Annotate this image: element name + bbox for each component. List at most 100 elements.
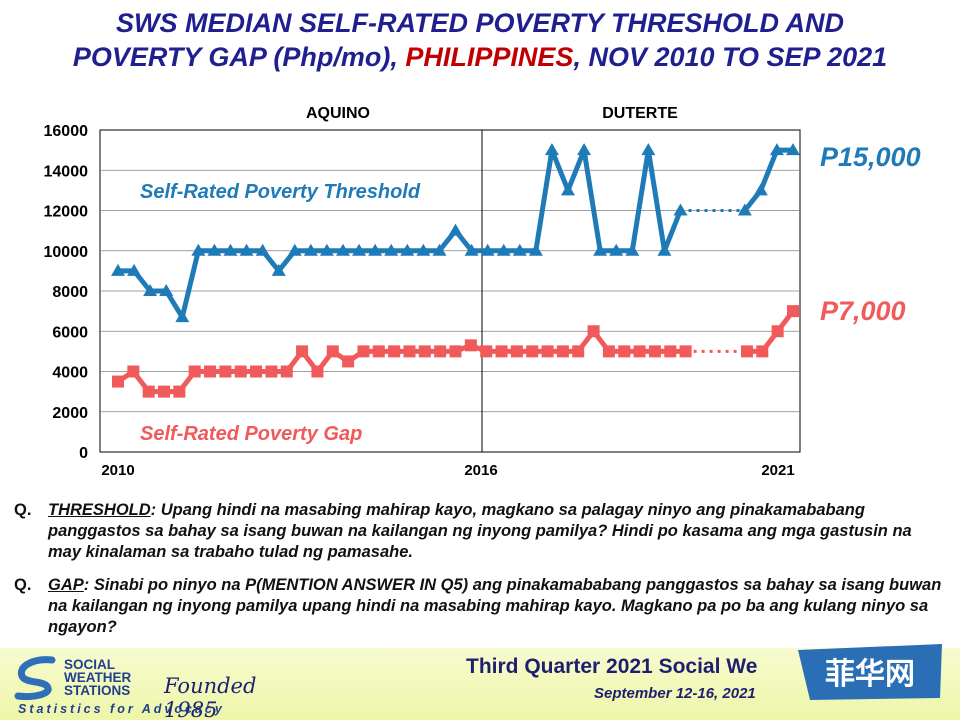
- founded-text: Founded 1985: [164, 674, 257, 722]
- y-tick-label: 10000: [44, 244, 89, 261]
- gap-point: [280, 365, 293, 378]
- gap-point: [311, 365, 324, 378]
- threshold-point: [223, 243, 238, 256]
- gap-point: [648, 345, 661, 358]
- threshold-point: [111, 263, 125, 276]
- org-line-3: STATIONS: [64, 683, 131, 698]
- footer-bar: SOCIAL WEATHER STATIONS Founded 1985 Sta…: [0, 648, 960, 722]
- threshold-line: [742, 147, 793, 213]
- gap-point: [633, 345, 646, 358]
- sws-swoosh-icon: [14, 656, 56, 700]
- threshold-point: [191, 243, 206, 256]
- y-tick-label: 0: [79, 445, 88, 462]
- threshold-point: [432, 243, 447, 256]
- gap-point: [480, 345, 493, 358]
- threshold-point: [303, 243, 318, 256]
- x-tick-label: 2016: [464, 462, 497, 479]
- threshold-point: [577, 143, 592, 156]
- survey-dates: September 12-16, 2021: [594, 685, 756, 702]
- threshold-end-label: P15,000: [820, 142, 921, 172]
- gap-point: [158, 385, 171, 398]
- y-tick-label: 14000: [44, 163, 89, 180]
- gap-point: [357, 345, 370, 358]
- gap-point: [464, 339, 477, 352]
- gap-point: [556, 345, 569, 358]
- threshold-point: [336, 243, 350, 256]
- threshold-point: [464, 243, 479, 256]
- threshold-point: [271, 263, 286, 276]
- threshold-point: [287, 243, 302, 256]
- gap-point: [326, 345, 339, 358]
- report-title: Third Quarter 2021 Social We: [466, 655, 758, 678]
- gap-point: [756, 345, 769, 358]
- threshold-point: [384, 243, 399, 256]
- gap-point: [342, 355, 355, 368]
- gap-point: [495, 345, 508, 358]
- threshold-point: [496, 243, 511, 256]
- threshold-point: [737, 203, 752, 216]
- org-name: SOCIAL WEATHER STATIONS: [64, 658, 132, 698]
- tagline: Statistics for Advocacy: [18, 702, 225, 716]
- gap-point: [587, 325, 600, 338]
- gap-point: [173, 385, 186, 398]
- gap-point: [418, 345, 431, 358]
- gap-point: [526, 345, 539, 358]
- threshold-point: [239, 243, 254, 256]
- threshold-point: [593, 243, 608, 256]
- x-tick-label: 2010: [101, 462, 134, 479]
- question-text: : Upang hindi na masabing mahirap kayo, …: [48, 501, 912, 561]
- y-tick-label: 12000: [44, 204, 89, 221]
- y-tick-label: 8000: [52, 284, 88, 301]
- threshold-point: [609, 243, 624, 256]
- gap-point: [388, 345, 401, 358]
- question-marker: Q.: [14, 501, 32, 519]
- threshold-point: [175, 310, 190, 323]
- poverty-line-chart: 0 2000 4000 6000 8000 10000 12000 14000 16000 201…: [44, 105, 921, 479]
- period-label: AQUINO: [306, 105, 370, 122]
- threshold-point: [416, 243, 431, 256]
- gap-point: [541, 345, 554, 358]
- gap-point: [112, 375, 124, 388]
- threshold-point: [127, 263, 142, 276]
- threshold-point: [207, 243, 222, 256]
- threshold-point: [528, 243, 543, 256]
- threshold-point: [448, 223, 463, 236]
- gap-point: [510, 345, 523, 358]
- threshold-point: [352, 243, 367, 256]
- gap-point: [771, 325, 784, 338]
- gap-point: [142, 385, 155, 398]
- gap-point: [740, 345, 753, 358]
- threshold-point: [400, 243, 415, 256]
- period-label: DUTERTE: [602, 105, 678, 122]
- gap-point: [449, 345, 462, 358]
- title-line-2a: POVERTY GAP (Php/mo),: [72, 42, 406, 72]
- threshold-point: [673, 203, 688, 216]
- threshold-point: [512, 243, 527, 256]
- title-country: PHILIPPINES: [405, 42, 574, 72]
- threshold-point: [641, 143, 656, 156]
- question-key: THRESHOLD: [48, 501, 151, 519]
- gap-point: [664, 345, 677, 358]
- watermark-badge: 菲华网: [798, 644, 942, 700]
- threshold-series-label: Self-Rated Poverty Threshold: [140, 181, 421, 203]
- gap-point: [188, 365, 201, 378]
- gap-point: [572, 345, 585, 358]
- gap-line: [746, 309, 795, 354]
- gap-point: [234, 365, 247, 378]
- y-tick-label: 16000: [44, 123, 89, 140]
- question-key: GAP: [48, 576, 84, 594]
- threshold-point: [544, 143, 559, 156]
- gap-point: [679, 345, 692, 358]
- threshold-point: [753, 183, 768, 196]
- gap-point: [204, 365, 217, 378]
- gap-point: [602, 345, 615, 358]
- org-line-2: WEATHER: [64, 670, 132, 685]
- threshold-point: [625, 243, 640, 256]
- gap-series-label: Self-Rated Poverty Gap: [140, 423, 362, 445]
- gap-point: [250, 365, 263, 378]
- question-threshold: Q. THRESHOLD: Upang hindi na masabing ma…: [14, 500, 944, 563]
- gap-point: [372, 345, 385, 358]
- threshold-point: [159, 284, 174, 296]
- x-tick-label: 2021: [761, 462, 794, 479]
- question-gap: Q. GAP: Sinabi po ninyo na P(MENTION ANS…: [14, 575, 944, 638]
